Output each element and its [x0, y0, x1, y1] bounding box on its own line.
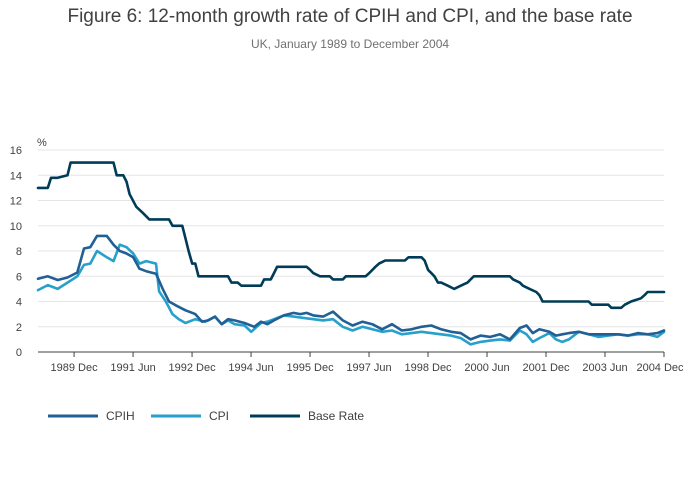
legend-label: Base Rate: [308, 409, 364, 423]
y-tick-label: 16: [10, 145, 22, 157]
x-tick-label: 2004 Dec: [636, 362, 684, 374]
legend-item-cpih[interactable]: CPIH: [48, 409, 135, 423]
legend-item-base-rate[interactable]: Base Rate: [250, 409, 364, 423]
x-tick-label: 1995 Dec: [286, 362, 334, 374]
x-tick-label: 1997 Jun: [346, 362, 391, 374]
series-lines: [36, 161, 666, 346]
x-tick-label: 2001 Dec: [522, 362, 570, 374]
y-tick-label: 8: [16, 246, 22, 258]
y-axis-ticks: 0 2 4 6 8 10 12 14 16: [10, 145, 22, 359]
series-line-cpih: [36, 234, 666, 341]
y-axis-label: %: [37, 137, 47, 149]
series-line-cpi: [36, 243, 666, 346]
x-tick-label: 1994 Jun: [228, 362, 273, 374]
x-axis-ticks: 1989 Dec 1991 Jun 1992 Dec 1994 Jun 1995 Dec…: [51, 352, 684, 374]
x-tick-label: 1991 Jun: [110, 362, 155, 374]
x-tick-label: 1998 Dec: [404, 362, 452, 374]
x-tick-label: 2003 Jun: [582, 362, 627, 374]
x-tick-label: 2000 Jun: [464, 362, 509, 374]
y-tick-label: 4: [16, 297, 22, 309]
legend-label: CPI: [209, 409, 229, 423]
legend-item-cpi[interactable]: CPI: [151, 409, 229, 423]
y-tick-label: 0: [16, 347, 22, 359]
y-tick-label: 12: [10, 196, 22, 208]
y-tick-label: 2: [16, 322, 22, 334]
y-tick-label: 14: [10, 170, 22, 182]
y-tick-label: 6: [16, 271, 22, 283]
series-line-base-rate: [36, 161, 666, 310]
chart-subtitle: UK, January 1989 to December 2004: [250, 37, 450, 51]
chart-title: Figure 6: 12-month growth rate of CPIH a…: [67, 6, 633, 27]
x-tick-label: 1989 Dec: [51, 362, 99, 374]
legend-label: CPIH: [106, 409, 135, 423]
y-tick-label: 10: [10, 221, 22, 233]
legend[interactable]: CPIH CPI Base Rate: [48, 409, 364, 423]
x-tick-label: 1992 Dec: [169, 362, 217, 374]
